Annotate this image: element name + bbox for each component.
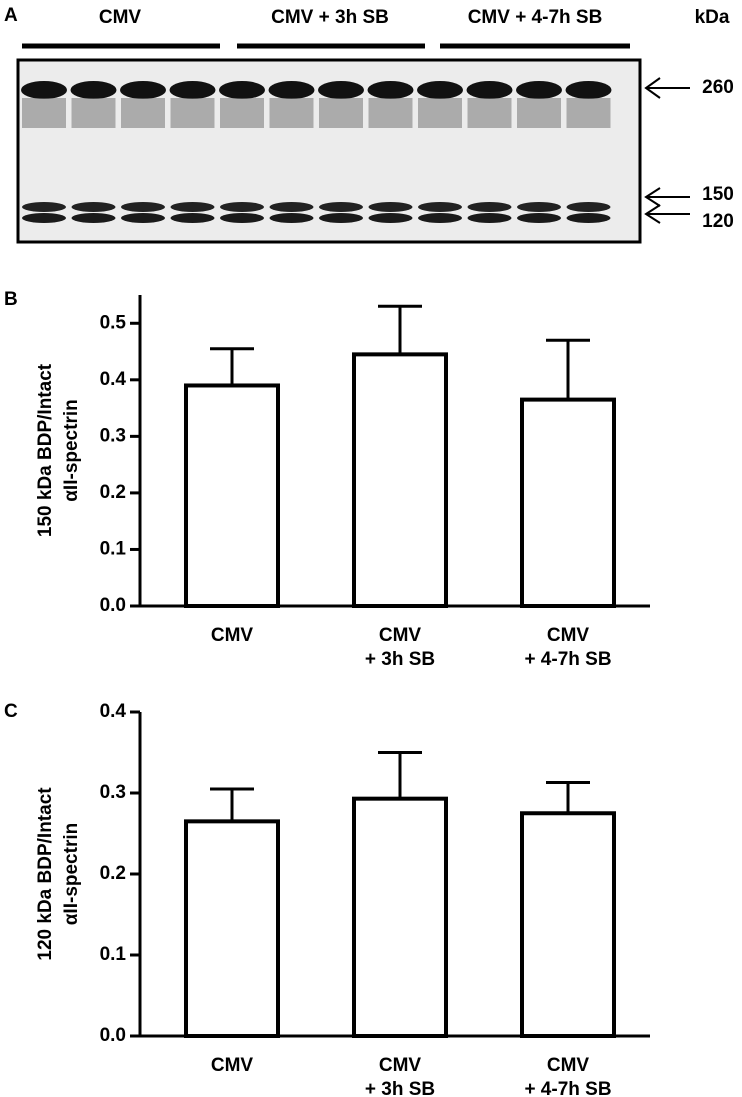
smear	[220, 98, 264, 128]
band	[418, 202, 462, 212]
band	[220, 213, 264, 223]
smear	[121, 98, 165, 128]
smear	[170, 98, 215, 128]
y-axis-label: 150 kDa BDP/Intact	[35, 363, 56, 537]
band	[319, 202, 363, 212]
band	[70, 81, 117, 99]
band	[467, 202, 512, 212]
y-tick-label: 0.2	[100, 863, 126, 884]
marker-arrows	[644, 77, 690, 224]
band	[121, 213, 165, 223]
group-label: CMV + 4-7h SB	[468, 7, 603, 28]
panel-label: A	[4, 5, 18, 26]
x-tick-label: + 4-7h SB	[524, 649, 611, 670]
band	[120, 81, 166, 99]
band	[71, 213, 116, 223]
x-tick-label: CMV	[379, 625, 422, 646]
smear	[368, 98, 413, 128]
blot-image	[16, 58, 642, 244]
bar	[184, 819, 280, 1038]
band	[219, 81, 265, 99]
band	[170, 213, 215, 223]
bar	[520, 811, 616, 1038]
y-tick-label: 0.0	[100, 595, 126, 616]
band	[517, 213, 561, 223]
panel-label: C	[4, 701, 18, 722]
band	[22, 213, 66, 223]
bar	[520, 397, 616, 609]
smear	[22, 98, 66, 128]
band	[170, 202, 215, 212]
y-tick-label: 0.3	[100, 425, 126, 446]
smear	[517, 98, 561, 128]
band	[516, 81, 562, 99]
marker-label: 120	[702, 211, 734, 232]
y-axis-label: αII-spectrin	[61, 399, 82, 501]
y-tick-label: 0.4	[100, 701, 127, 722]
band	[418, 213, 462, 223]
band	[269, 213, 314, 223]
x-tick-label: CMV	[547, 625, 590, 646]
panel-label: B	[4, 289, 18, 310]
smear	[319, 98, 363, 128]
marker-label: 260	[702, 77, 734, 98]
group-label: CMV + 3h SB	[271, 7, 389, 28]
band	[368, 202, 413, 212]
unit-label: kDa	[695, 7, 730, 28]
y-tick-label: 0.0	[100, 1025, 126, 1046]
band	[22, 202, 66, 212]
band	[220, 202, 264, 212]
band	[517, 202, 561, 212]
band	[467, 213, 512, 223]
band	[566, 213, 611, 223]
band	[367, 81, 414, 99]
y-tick-label: 0.1	[100, 538, 127, 559]
band	[319, 213, 363, 223]
band	[368, 213, 413, 223]
x-tick-label: CMV	[211, 1055, 254, 1076]
y-tick-label: 0.4	[100, 369, 127, 390]
band	[71, 202, 116, 212]
smear	[467, 98, 512, 128]
x-tick-label: CMV	[379, 1055, 422, 1076]
y-tick-label: 0.2	[100, 482, 126, 503]
band	[417, 81, 463, 99]
band	[21, 81, 67, 99]
band	[269, 202, 314, 212]
band	[268, 81, 315, 99]
x-tick-label: + 3h SB	[365, 1079, 435, 1097]
y-axis-label: 120 kDa BDP/Intact	[35, 787, 56, 961]
bar	[352, 796, 448, 1038]
smear	[566, 98, 611, 128]
y-axis-label: αII-spectrin	[61, 823, 82, 925]
band	[566, 202, 611, 212]
x-tick-label: CMV	[211, 625, 254, 646]
smear	[269, 98, 314, 128]
bar	[352, 352, 448, 609]
band	[169, 81, 216, 99]
y-tick-label: 0.1	[100, 944, 127, 965]
x-tick-label: + 4-7h SB	[524, 1079, 611, 1097]
y-tick-label: 0.3	[100, 782, 126, 803]
marker-label: 150	[702, 184, 734, 205]
bar	[184, 383, 280, 608]
smear	[418, 98, 462, 128]
band	[121, 202, 165, 212]
band	[565, 81, 612, 99]
y-tick-label: 0.5	[100, 312, 127, 333]
x-tick-label: + 3h SB	[365, 649, 435, 670]
band	[466, 81, 513, 99]
group-label: CMV	[99, 7, 142, 28]
smear	[71, 98, 116, 128]
band	[318, 81, 364, 99]
x-tick-label: CMV	[547, 1055, 590, 1076]
